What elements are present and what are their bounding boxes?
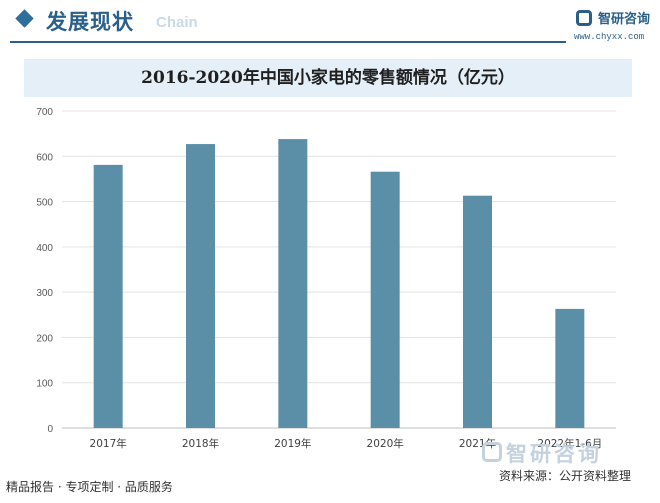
bar [93, 164, 123, 428]
header-divider [10, 41, 566, 43]
grid-lines [62, 110, 616, 429]
y-tick-label: 0 [47, 424, 53, 435]
logo-icon [576, 10, 592, 26]
footer-slogan: 精品报告 · 专项定制 · 品质服务 [6, 480, 173, 494]
y-tick-label: 300 [36, 288, 53, 299]
bars [93, 139, 585, 428]
y-tick-label: 200 [36, 333, 53, 344]
x-tick-label: 2017年 [90, 437, 127, 450]
bar [555, 308, 585, 428]
x-tick-label: 2020年 [367, 437, 404, 450]
section-title: 发展现状 [46, 10, 134, 34]
page-header: 发展现状 Chain 智研咨询 www.chyxx.com [0, 0, 660, 44]
watermark-logo-icon [482, 442, 502, 462]
x-tick-label: 2022年1-6月 [537, 437, 602, 450]
y-tick-label: 600 [36, 152, 53, 163]
bar [463, 195, 492, 428]
brand-logo: 智研咨询 www.chyxx.com [574, 8, 654, 44]
x-tick-label: 2019年 [274, 437, 311, 450]
chart-title-band: 2016-2020年中国小家电的零售额情况（亿元） [24, 59, 632, 97]
y-axis-ticks: 0 100 200 300 400 500 600 700 [36, 107, 53, 435]
section-subtitle: Chain [156, 14, 198, 31]
x-axis-ticks: 2017年 2018年 2019年 2020年 2021年 2022年1-6月 [90, 437, 603, 450]
chart-title: 2016-2020年中国小家电的零售额情况（亿元） [141, 68, 515, 88]
bar [370, 171, 400, 428]
logo-url: www.chyxx.com [574, 32, 645, 42]
y-tick-label: 400 [36, 243, 53, 254]
bar [278, 139, 308, 428]
y-tick-label: 500 [36, 198, 53, 209]
x-tick-label: 2018年 [182, 437, 219, 450]
watermark-brand: 智研咨询 [506, 442, 602, 466]
source-note: 资料来源：公开资料整理 [499, 469, 632, 483]
y-tick-label: 100 [36, 379, 53, 390]
logo-name: 智研咨询 [598, 12, 651, 27]
y-tick-label: 700 [36, 107, 53, 118]
bar [186, 144, 215, 428]
